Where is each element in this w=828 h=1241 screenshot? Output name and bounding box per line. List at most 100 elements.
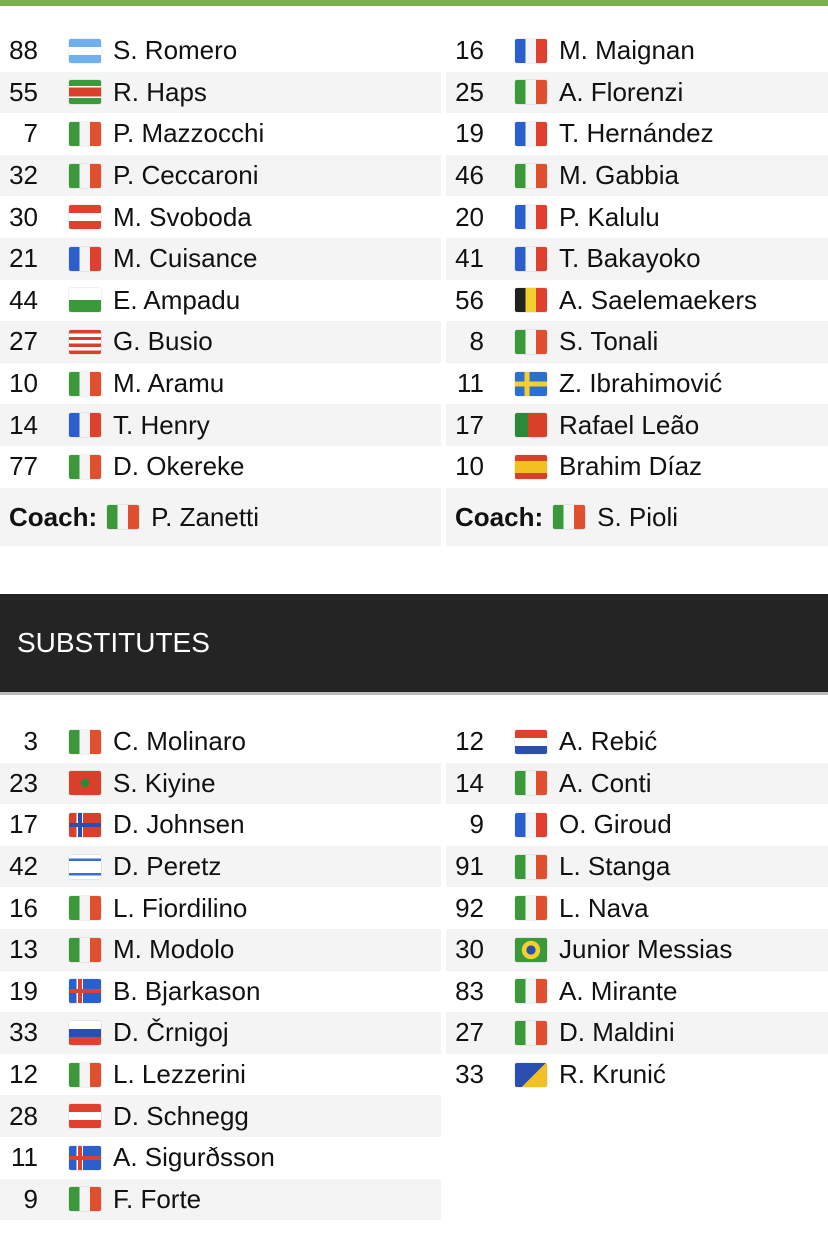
player-name[interactable]: T. Bakayoko [559,243,701,274]
player-row[interactable]: 42 D. Peretz [0,845,441,888]
player-row[interactable]: 11 A. Sigurðsson [0,1137,441,1179]
player-row[interactable]: 16 L. Fiordilino [0,887,441,929]
player-row[interactable]: 56 A. Saelemaekers [446,280,828,322]
flag-icon [69,812,101,837]
player-name[interactable]: D. Črnigoj [113,1017,229,1048]
player-name[interactable]: Z. Ibrahimović [559,368,723,399]
player-name[interactable]: E. Ampadu [113,284,241,315]
player-name[interactable]: A. Mirante [559,975,678,1006]
player-row[interactable]: 88 S. Romero [0,30,441,72]
flag-icon [69,979,101,1004]
player-row[interactable]: 19 T. Hernández [446,113,828,155]
player-row[interactable]: 91 L. Stanga [446,845,828,888]
coach-name[interactable]: P. Zanetti [151,501,260,532]
player-row[interactable]: 9 O. Giroud [446,804,828,846]
shirt-number: 33 [9,1017,38,1048]
player-row[interactable]: 9 F. Forte [0,1178,441,1221]
player-row[interactable]: 46 M. Gabbia [446,154,828,197]
shirt-number: 28 [9,1100,38,1131]
player-name[interactable]: M. Svoboda [113,201,252,232]
player-row[interactable]: 16 M. Maignan [446,30,828,72]
player-row[interactable]: 21 M. Cuisance [0,237,441,280]
player-row[interactable]: 44 E. Ampadu [0,280,441,322]
player-name[interactable]: D. Schnegg [113,1100,249,1131]
player-row[interactable]: 19 B. Bjarkason [0,971,441,1013]
coach-name[interactable]: S. Pioli [597,501,679,532]
player-row[interactable]: 55 R. Haps [0,71,441,114]
player-row[interactable]: 8 S. Tonali [446,321,828,363]
player-name[interactable]: Brahim Díaz [559,451,703,482]
player-name[interactable]: G. Busio [113,326,213,357]
player-name[interactable]: L. Stanga [559,851,671,882]
player-row[interactable]: 10 M. Aramu [0,363,441,405]
player-name[interactable]: A. Conti [559,767,652,798]
player-row[interactable]: 27 D. Maldini [446,1012,828,1054]
player-row[interactable]: 14 A. Conti [446,762,828,805]
player-name[interactable]: A. Sigurðsson [113,1142,275,1173]
player-row[interactable]: 12 L. Lezzerini [0,1054,441,1096]
player-row[interactable]: 30 Junior Messias [446,928,828,971]
flag-icon [515,246,547,271]
player-name[interactable]: S. Kiyine [113,767,216,798]
player-name[interactable]: F. Forte [113,1183,202,1214]
player-row[interactable]: 20 P. Kalulu [446,196,828,238]
player-row[interactable]: 7 P. Mazzocchi [0,113,441,155]
player-name[interactable]: S. Romero [113,35,238,66]
player-name[interactable]: A. Rebić [559,726,658,757]
player-name[interactable]: D. Peretz [113,851,222,882]
player-name[interactable]: M. Aramu [113,368,225,399]
player-name[interactable]: L. Fiordilino [113,892,248,923]
player-row[interactable]: 12 A. Rebić [446,721,828,763]
player-name[interactable]: A. Saelemaekers [559,284,757,315]
player-row[interactable]: 14 T. Henry [0,404,441,446]
shirt-number: 33 [455,1059,484,1090]
flag-icon [69,1145,101,1170]
player-row[interactable]: 17 D. Johnsen [0,804,441,846]
player-row[interactable]: 3 C. Molinaro [0,721,441,763]
player-row[interactable]: 10 Brahim Díaz [446,446,828,488]
player-name[interactable]: D. Maldini [559,1017,675,1048]
player-row[interactable]: 17 Rafael Leão [446,404,828,446]
player-name[interactable]: L. Nava [559,892,649,923]
player-row[interactable]: 13 M. Modolo [0,928,441,971]
flag-icon [69,80,101,105]
player-row[interactable]: 41 T. Bakayoko [446,237,828,280]
player-name[interactable]: R. Krunić [559,1059,666,1090]
player-name[interactable]: P. Ceccaroni [113,160,259,191]
player-name[interactable]: T. Hernández [559,118,714,149]
player-name[interactable]: C. Molinaro [113,726,246,757]
player-row[interactable]: 77 D. Okereke [0,446,441,488]
player-name[interactable]: B. Bjarkason [113,975,261,1006]
player-row[interactable]: 23 S. Kiyine [0,762,441,805]
player-name[interactable]: A. Florenzi [559,76,684,107]
player-name[interactable]: R. Haps [113,76,207,107]
player-name[interactable]: D. Johnsen [113,809,245,840]
player-row[interactable]: 30 M. Svoboda [0,196,441,238]
player-row[interactable]: 32 P. Ceccaroni [0,154,441,197]
player-row[interactable]: 92 L. Nava [446,887,828,929]
player-name[interactable]: M. Maignan [559,35,695,66]
player-name[interactable]: M. Cuisance [113,243,258,274]
player-name[interactable]: M. Modolo [113,934,235,965]
player-row[interactable]: 25 A. Florenzi [446,71,828,114]
player-name[interactable]: T. Henry [113,409,210,440]
player-name[interactable]: P. Mazzocchi [113,118,265,149]
player-name[interactable]: O. Giroud [559,809,672,840]
player-name[interactable]: L. Lezzerini [113,1059,246,1090]
shirt-number: 56 [455,284,484,315]
player-row[interactable]: 83 A. Mirante [446,971,828,1013]
player-name[interactable]: Rafael Leão [559,409,700,440]
player-row[interactable]: 33 D. Črnigoj [0,1012,441,1054]
player-name[interactable]: P. Kalulu [559,201,660,232]
player-name[interactable]: Junior Messias [559,934,733,965]
player-row[interactable]: 11 Z. Ibrahimović [446,363,828,405]
player-name[interactable]: M. Gabbia [559,160,679,191]
player-row[interactable]: 28 D. Schnegg [0,1095,441,1137]
player-row[interactable]: 27 G. Busio [0,321,441,363]
player-name[interactable]: D. Okereke [113,451,245,482]
player-row[interactable]: 33 R. Krunić [446,1054,828,1096]
player-name[interactable]: S. Tonali [559,326,659,357]
shirt-number: 41 [455,243,484,274]
shirt-number: 7 [23,118,38,149]
flag-icon [515,288,547,313]
